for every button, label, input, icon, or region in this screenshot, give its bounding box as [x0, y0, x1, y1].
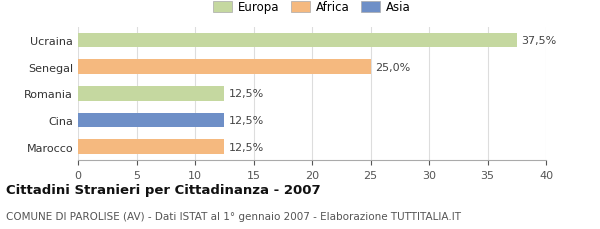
Bar: [78, 33, 517, 48]
Bar: [78, 87, 224, 101]
Legend: Europa, Africa, Asia: Europa, Africa, Asia: [208, 0, 416, 19]
Text: 25,0%: 25,0%: [375, 62, 410, 72]
Text: COMUNE DI PAROLISE (AV) - Dati ISTAT al 1° gennaio 2007 - Elaborazione TUTTITALI: COMUNE DI PAROLISE (AV) - Dati ISTAT al …: [6, 211, 461, 221]
Bar: [78, 140, 224, 154]
Bar: [78, 60, 371, 75]
Bar: [78, 113, 224, 128]
Text: 12,5%: 12,5%: [229, 115, 264, 125]
Text: 37,5%: 37,5%: [521, 36, 557, 46]
Text: Cittadini Stranieri per Cittadinanza - 2007: Cittadini Stranieri per Cittadinanza - 2…: [6, 183, 320, 196]
Text: 12,5%: 12,5%: [229, 89, 264, 99]
Text: 12,5%: 12,5%: [229, 142, 264, 152]
